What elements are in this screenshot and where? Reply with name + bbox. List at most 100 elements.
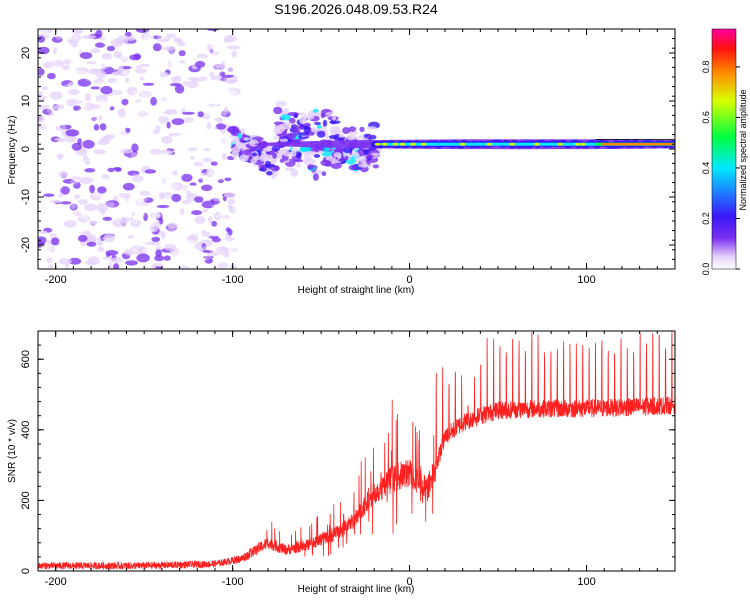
spectral-blob (109, 106, 115, 111)
spectral-blob (174, 260, 184, 266)
spectral-blob (59, 52, 65, 60)
spectral-blob (142, 247, 153, 255)
spectral-blob (223, 217, 232, 221)
spectral-blob (112, 59, 122, 67)
spectral-blob (246, 102, 255, 109)
spectral-blob (53, 211, 64, 219)
spectral-blob (245, 174, 251, 179)
spectral-blob (124, 31, 132, 37)
spectral-blob (95, 29, 103, 38)
spectral-blob (213, 97, 219, 107)
spectral-blob (218, 216, 227, 223)
spectral-blob (179, 208, 185, 216)
spectral-blob (136, 199, 145, 204)
spectral-blob (223, 88, 238, 94)
spectral-blob (151, 212, 160, 219)
spectral-blob (233, 81, 238, 87)
spectral-blob (374, 142, 381, 146)
spectral-blob (106, 45, 116, 52)
spectral-blob (228, 99, 235, 103)
spectral-blob (129, 190, 136, 200)
spectral-blob (239, 243, 247, 251)
spectral-blob (38, 154, 44, 162)
spectral-blob (251, 152, 258, 157)
spectral-blob (134, 102, 141, 108)
spectral-blob (133, 94, 141, 101)
spectral-blob (206, 122, 212, 130)
spectral-blob (230, 116, 237, 120)
spectral-blob (223, 192, 236, 198)
spectral-blob (180, 67, 186, 75)
y-tick-label: -20 (20, 237, 32, 253)
spectral-blob (227, 180, 233, 187)
spectral-blob (58, 192, 63, 198)
spectral-blob (151, 241, 162, 246)
spectral-blob (314, 112, 320, 117)
spectral-blob (49, 199, 62, 204)
spectral-blob (160, 164, 174, 172)
spectral-blob (117, 129, 128, 135)
spectral-blob (130, 104, 140, 110)
spectral-blob (222, 112, 227, 118)
spectral-blob (229, 218, 242, 224)
spectral-blob (43, 193, 55, 197)
spectral-blob (231, 150, 240, 159)
spectral-blob (170, 96, 183, 105)
spectral-blob (248, 139, 259, 147)
spectral-blob (272, 87, 277, 93)
spectral-blob (93, 124, 100, 131)
spectral-blob (47, 264, 54, 269)
spectral-blob (132, 217, 138, 225)
spectral-blob (228, 256, 234, 263)
spectral-blob (135, 105, 148, 115)
spectral-blob (211, 44, 226, 52)
spectral-blob (224, 177, 232, 182)
spectral-blob (117, 245, 126, 251)
spectral-blob (184, 42, 189, 49)
spectral-blob (486, 142, 493, 146)
spectral-blob (221, 153, 227, 161)
spectral-blob (342, 127, 351, 134)
spectral-blob (212, 197, 222, 202)
spectral-blob (179, 103, 191, 107)
spectral-blob (296, 162, 301, 168)
spectral-blob (61, 124, 67, 132)
spectral-blob (131, 175, 144, 183)
spectral-blob (61, 64, 70, 71)
spectral-blob (97, 246, 105, 252)
spectral-blob (90, 86, 101, 90)
spectral-blob (266, 259, 274, 267)
spectral-blob (136, 79, 143, 84)
spectral-blob (86, 61, 97, 65)
spectral-blob (42, 138, 47, 143)
spectral-blob (51, 237, 60, 246)
spectral-blob (45, 163, 59, 168)
spectral-blob (174, 97, 187, 103)
spectral-blob (43, 43, 57, 47)
spectral-blob (112, 71, 120, 76)
spectral-blob (124, 142, 134, 148)
spectral-blob (223, 39, 233, 43)
spectral-blob (156, 260, 161, 268)
spectral-blob (142, 227, 155, 232)
spectral-blob (134, 197, 143, 203)
spectral-blob (313, 154, 321, 158)
spectral-blob (142, 82, 155, 86)
spectral-blob (51, 59, 65, 67)
spectral-blob (150, 66, 164, 75)
spectral-blob (120, 240, 129, 249)
spectral-blob (110, 90, 123, 96)
spectral-blob (310, 127, 317, 133)
spectral-blob (164, 61, 174, 68)
spectral-blob (191, 210, 203, 216)
spectral-blob (162, 196, 170, 202)
spectral-blob (161, 177, 167, 184)
spectral-blob (329, 120, 341, 124)
spectral-blob (171, 170, 179, 176)
spectral-blob (134, 208, 148, 212)
spectral-blob (44, 163, 49, 171)
spectral-blob (209, 48, 214, 54)
spectral-blob (261, 96, 267, 103)
spectral-blob (381, 142, 388, 146)
spectral-blob (271, 145, 281, 152)
